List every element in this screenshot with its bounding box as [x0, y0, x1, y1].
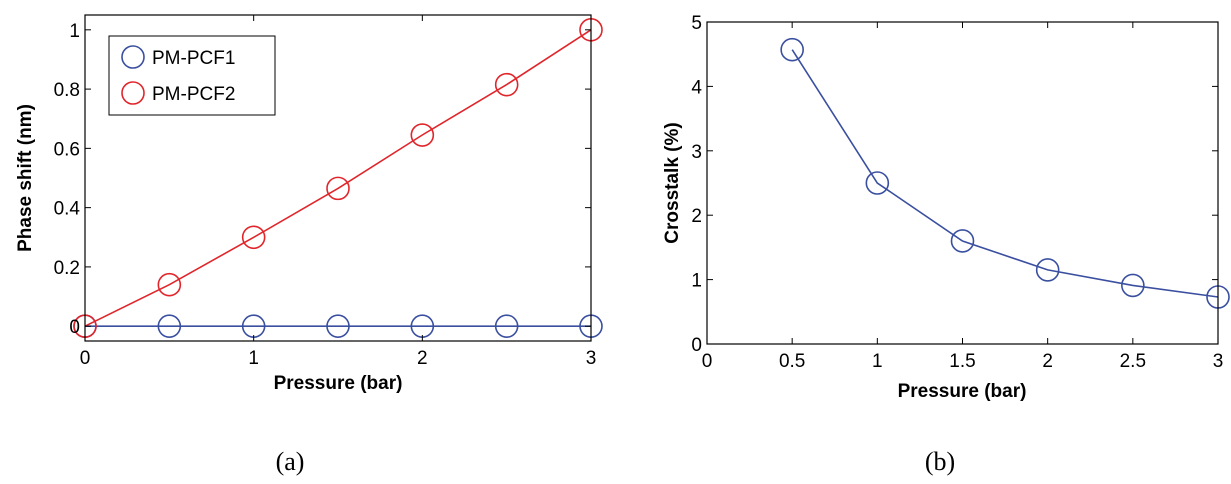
series-line-a-1 — [84, 29, 592, 327]
caption-b: (b) — [925, 447, 955, 476]
y-axis-label-a: Phase shift (nm) — [15, 104, 36, 252]
y-tick-label-b-4: 4 — [691, 77, 702, 98]
legend-label-0: PM-PCF1 — [152, 48, 235, 69]
data-point-b-0-2 — [950, 229, 975, 253]
x-tick-label-b-0: 0 — [702, 351, 713, 372]
data-point-a-0-3 — [326, 314, 350, 338]
data-point-a-1-1 — [157, 272, 182, 297]
x-tick-label-b-2: 1 — [872, 351, 883, 372]
y-tick-label-a-1: 0.2 — [54, 258, 80, 279]
caption-a: (a) — [276, 447, 305, 476]
data-point-b-0-0 — [780, 37, 804, 62]
series-line-b-0 — [791, 49, 1219, 298]
chart-a: 0 1 2 3 0 0.2 0.4 0.6 0.8 1 Pressure (bar) Phase … — [15, 14, 603, 476]
y-tick-label-b-3: 3 — [691, 142, 702, 163]
y-tick-label-b-5: 5 — [691, 13, 702, 34]
x-tick-label-a-1: 1 — [248, 348, 259, 369]
x-tick-label-a-0: 0 — [80, 348, 91, 369]
ticks-a: 0 1 2 3 0 0.2 0.4 0.6 0.8 1 — [54, 15, 597, 369]
y-tick-label-b-0: 0 — [691, 335, 702, 356]
x-tick-label-b-4: 2 — [1042, 351, 1053, 372]
y-tick-label-a-2: 0.4 — [54, 199, 81, 220]
chart-b: 0 0.5 1 1.5 2 2.5 3 0 1 2 3 4 5 Pressure (bar) Cross… — [662, 13, 1230, 476]
y-tick-label-a-3: 0.6 — [54, 139, 80, 160]
y-tick-label-a-4: 0.8 — [54, 80, 80, 101]
y-tick-label-a-5: 1 — [69, 21, 80, 42]
y-tick-label-b-1: 1 — [691, 271, 702, 292]
plot-frame-b — [706, 21, 1219, 345]
x-tick-label-b-5: 2.5 — [1120, 351, 1146, 372]
data-point-a-1-5 — [494, 72, 519, 97]
data-point-a-0-1 — [157, 314, 182, 338]
x-axis-label-b: Pressure (bar) — [898, 381, 1027, 402]
data-point-a-1-3 — [326, 176, 350, 201]
x-tick-label-b-3: 1.5 — [949, 351, 975, 372]
x-tick-label-a-3: 3 — [586, 348, 597, 369]
legend-box-a — [108, 35, 276, 116]
x-tick-label-b-1: 0.5 — [779, 351, 805, 372]
series-layer-b — [780, 37, 1230, 309]
data-point-b-0-3 — [1035, 258, 1060, 282]
x-tick-label-a-2: 2 — [417, 348, 428, 369]
x-axis-label-a: Pressure (bar) — [274, 373, 403, 394]
y-tick-label-a-0: 0 — [69, 317, 80, 338]
data-point-b-0-1 — [865, 171, 890, 195]
y-axis-label-b: Crosstalk (%) — [662, 122, 683, 243]
data-point-a-1-2 — [241, 225, 266, 250]
legend-marker-1 — [121, 81, 145, 105]
ticks-b: 0 0.5 1 1.5 2 2.5 3 0 1 2 3 4 5 — [691, 13, 1223, 372]
legend-marker-0 — [121, 45, 145, 69]
data-point-b-0-4 — [1121, 273, 1145, 298]
data-point-a-1-4 — [410, 123, 435, 147]
plot-frame-a — [84, 14, 592, 342]
legend-label-1: PM-PCF2 — [152, 84, 235, 105]
y-tick-label-b-2: 2 — [691, 206, 702, 227]
x-tick-label-b-6: 3 — [1213, 351, 1224, 372]
legend-a: PM-PCF1 PM-PCF2 — [108, 35, 276, 116]
data-point-a-0-5 — [494, 314, 519, 338]
